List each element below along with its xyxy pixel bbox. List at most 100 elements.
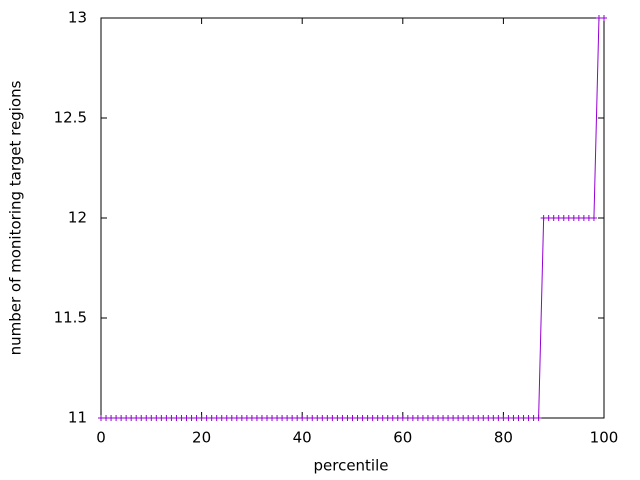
point <box>163 415 170 421</box>
point <box>550 215 557 221</box>
point <box>555 215 562 221</box>
point <box>228 415 235 421</box>
point <box>319 415 326 421</box>
point <box>369 415 376 421</box>
point <box>475 415 482 421</box>
point <box>279 415 286 421</box>
point <box>575 215 582 221</box>
point <box>233 415 240 421</box>
point <box>198 415 205 421</box>
point <box>128 415 135 421</box>
point <box>495 415 502 421</box>
point <box>248 415 255 421</box>
point <box>384 415 391 421</box>
point <box>238 415 245 421</box>
point <box>490 415 497 421</box>
point <box>253 415 260 421</box>
point <box>500 415 507 421</box>
y-tick-label: 12 <box>68 209 87 227</box>
x-tick-label: 80 <box>494 429 513 447</box>
point <box>329 415 336 421</box>
point <box>284 415 291 421</box>
point <box>118 415 125 421</box>
point <box>289 415 296 421</box>
point <box>208 415 215 421</box>
point <box>525 415 532 421</box>
point <box>274 415 281 421</box>
point <box>103 415 110 421</box>
point <box>374 415 381 421</box>
point <box>595 15 602 21</box>
point <box>590 215 597 221</box>
point <box>485 415 492 421</box>
x-tick-label: 100 <box>590 429 619 447</box>
point <box>314 415 321 421</box>
point <box>394 415 401 421</box>
point <box>450 415 457 421</box>
point <box>98 415 104 421</box>
point <box>269 415 276 421</box>
point <box>570 215 577 221</box>
point <box>470 415 477 421</box>
x-tick-label: 40 <box>293 429 312 447</box>
point <box>435 415 442 421</box>
point <box>263 415 270 421</box>
point <box>505 415 512 421</box>
point <box>304 415 311 421</box>
point <box>560 215 567 221</box>
point <box>354 415 361 421</box>
point <box>520 415 527 421</box>
point <box>429 415 436 421</box>
point <box>460 415 467 421</box>
point <box>188 415 195 421</box>
point <box>158 415 165 421</box>
point <box>535 415 542 421</box>
point <box>445 415 452 421</box>
series-line <box>101 17 604 419</box>
point <box>213 415 220 421</box>
point <box>565 215 572 221</box>
point <box>540 215 547 221</box>
point <box>339 415 346 421</box>
point <box>344 415 351 421</box>
point <box>364 415 371 421</box>
point <box>414 415 421 421</box>
point <box>193 415 200 421</box>
point <box>580 215 587 221</box>
point <box>133 415 140 421</box>
x-tick-label: 60 <box>393 429 412 447</box>
point <box>349 415 356 421</box>
point <box>409 415 416 421</box>
point <box>399 415 406 421</box>
point <box>510 415 517 421</box>
point <box>334 415 341 421</box>
y-tick-label: 12.5 <box>54 109 87 127</box>
point <box>113 415 120 421</box>
point <box>359 415 366 421</box>
point <box>153 415 160 421</box>
point <box>123 415 130 421</box>
point <box>223 415 230 421</box>
point <box>203 415 210 421</box>
y-tick-label: 11 <box>68 409 87 427</box>
point <box>440 415 447 421</box>
y-axis-label: number of monitoring target regions <box>7 80 25 355</box>
y-tick-label: 13 <box>68 9 87 27</box>
point <box>530 415 537 421</box>
point <box>178 415 185 421</box>
point <box>324 415 331 421</box>
point <box>299 415 306 421</box>
point <box>173 415 180 421</box>
point <box>515 415 522 421</box>
point <box>258 415 265 421</box>
point <box>585 215 592 221</box>
point <box>545 215 552 221</box>
point <box>168 415 175 421</box>
point <box>108 415 115 421</box>
point <box>424 415 431 421</box>
point <box>389 415 396 421</box>
point <box>455 415 462 421</box>
point <box>404 415 411 421</box>
point <box>294 415 301 421</box>
